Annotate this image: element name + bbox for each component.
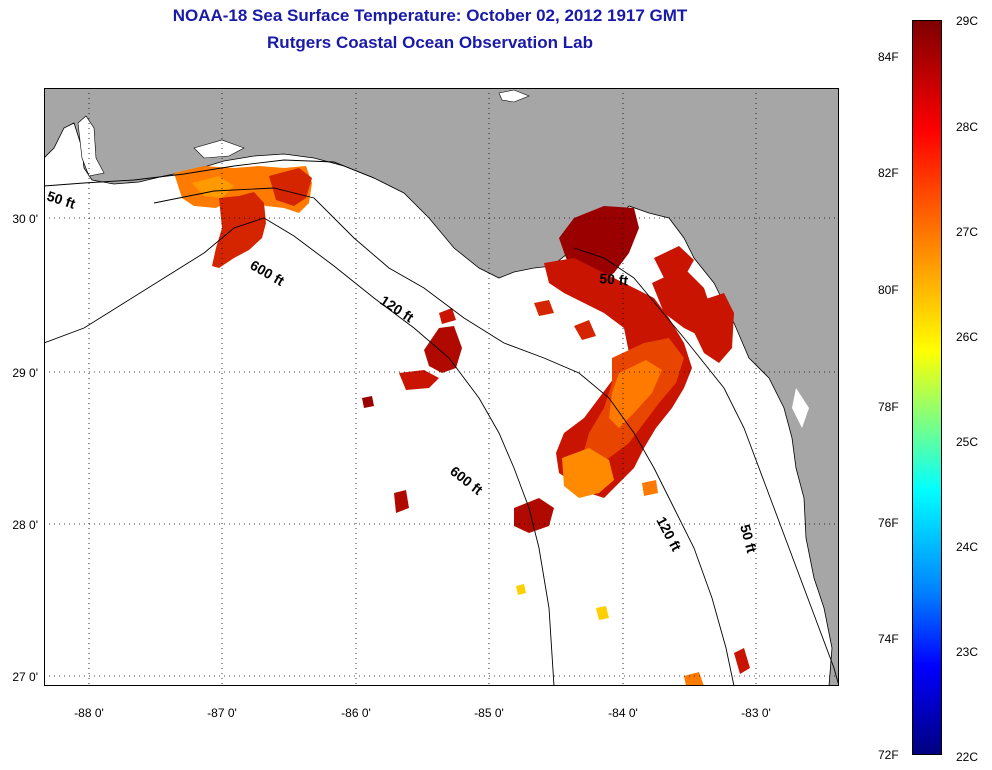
- bay-area: [77, 115, 105, 177]
- lon-label-87: -87 0': [207, 706, 237, 720]
- land-area: [44, 88, 839, 686]
- contour-50ft-east: [573, 247, 839, 686]
- depth-contours: [44, 159, 839, 686]
- colorbar-label-76f: 76F: [878, 516, 899, 530]
- colorbar-label-23c: 23C: [956, 645, 979, 659]
- lon-label-86: -86 0': [341, 706, 371, 720]
- colorbar-label-26c: 26C: [956, 330, 979, 344]
- lat-label-27: 27 0': [12, 670, 38, 684]
- colorbar-label-72f: 72F: [878, 748, 899, 762]
- map-frame: [44, 88, 839, 686]
- map-subtitle: Rutgers Coastal Ocean Observation Lab: [267, 33, 593, 52]
- colorbar-label-25c: 25C: [956, 435, 979, 449]
- lat-label-30: 30 0': [12, 212, 38, 226]
- colorbar-label-28c: 28C: [956, 120, 979, 134]
- bay-area: [498, 89, 530, 103]
- sst-map: 50 ft 600 ft 120 ft 50 ft 600 ft 120 ft …: [44, 88, 839, 686]
- lon-label-88: -88 0': [74, 706, 104, 720]
- colorbar-label-22c: 22C: [956, 750, 979, 764]
- lat-label-28: 28 0': [12, 518, 38, 532]
- contour-120ft: [153, 187, 735, 686]
- colorbar-label-78f: 78F: [878, 400, 899, 414]
- colorbar-label-82f: 82F: [878, 166, 899, 180]
- temperature-colorbar: [912, 20, 942, 755]
- contour-600ft-west: [44, 217, 555, 686]
- colorbar-label-27c: 27C: [956, 225, 979, 239]
- island-area: [784, 628, 814, 686]
- island-area: [792, 388, 809, 428]
- bay-area: [193, 139, 245, 159]
- colorbar-label-29c: 29C: [956, 14, 979, 28]
- contour-50ft-west: [44, 159, 375, 187]
- contour-label-50ft-mid: 50 ft: [599, 270, 629, 288]
- colorbar-label-24c: 24C: [956, 540, 979, 554]
- lon-label-83: -83 0': [741, 706, 771, 720]
- lon-label-84: -84 0': [608, 706, 638, 720]
- lat-label-29: 29 0': [12, 366, 38, 380]
- colorbar-label-84f: 84F: [878, 50, 899, 64]
- sst-patches: [174, 166, 750, 686]
- contour-label-50ft-south: 50 ft: [737, 523, 760, 555]
- colorbar-label-80f: 80F: [878, 283, 899, 297]
- map-title: NOAA-18 Sea Surface Temperature: October…: [172, 6, 688, 25]
- lon-label-85: -85 0': [474, 706, 504, 720]
- colorbar-label-74f: 74F: [878, 632, 899, 646]
